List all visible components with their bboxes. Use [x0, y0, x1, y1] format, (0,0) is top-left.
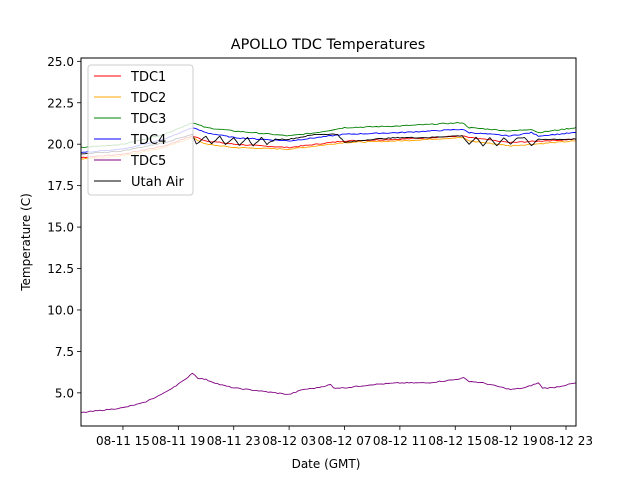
- legend-label: TDC1: [130, 70, 166, 85]
- y-tick-label: 12.5: [47, 262, 74, 276]
- x-tick-label: 08-12 07: [318, 434, 372, 448]
- legend: TDC1 TDC2 TDC3 TDC4 TDC5 Utah Air: [87, 64, 194, 196]
- legend-item-tdc3: TDC3: [94, 112, 166, 127]
- y-axis-label: Temperature (C): [19, 193, 33, 292]
- y-tick-label: 25.0: [47, 55, 74, 69]
- y-tick-label: 5.0: [55, 386, 74, 400]
- y-tick-label: 22.5: [47, 96, 74, 110]
- x-tick-label: 08-12 15: [428, 434, 482, 448]
- legend-label: TDC2: [130, 91, 166, 106]
- chart-title: APOLLO TDC Temperatures: [231, 37, 425, 53]
- x-tick-label: 08-11 19: [151, 434, 205, 448]
- y-tick-label: 20.0: [47, 138, 74, 152]
- y-tick-label: 7.5: [55, 345, 74, 359]
- x-tick-label: 08-12 19: [484, 434, 538, 448]
- legend-item-tdc4: TDC4: [94, 133, 166, 148]
- series-line-tdc5: [80, 372, 577, 414]
- legend-label: TDC5: [130, 154, 166, 169]
- legend-item-tdc1: TDC1: [94, 70, 166, 85]
- y-tick-label: 15.0: [47, 221, 74, 235]
- y-axis: 5.0 7.5 10.0 12.5 15.0 17.5 20.0 22.5 25.0: [47, 55, 81, 400]
- x-tick-label: 08-11 15: [96, 434, 150, 448]
- x-axis-label: Date (GMT): [292, 457, 361, 471]
- x-axis: 08-11 15 08-11 19 08-11 23 08-12 03 08-12 07…: [96, 426, 593, 448]
- legend-label: TDC4: [130, 133, 166, 148]
- y-tick-label: 17.5: [47, 179, 74, 193]
- legend-item-tdc2: TDC2: [94, 91, 166, 106]
- x-tick-label: 08-12 03: [262, 434, 316, 448]
- legend-item-tdc5: TDC5: [94, 154, 166, 169]
- legend-label: TDC3: [130, 112, 166, 127]
- x-tick-label: 08-11 23: [207, 434, 261, 448]
- plot-frame: [80, 57, 577, 427]
- legend-label: Utah Air: [131, 175, 184, 190]
- y-tick-label: 10.0: [47, 303, 74, 317]
- legend-item-utah-air: Utah Air: [94, 175, 184, 190]
- legend-box: [87, 64, 194, 196]
- x-tick-label: 08-12 23: [539, 434, 593, 448]
- x-tick-label: 08-12 11: [373, 434, 427, 448]
